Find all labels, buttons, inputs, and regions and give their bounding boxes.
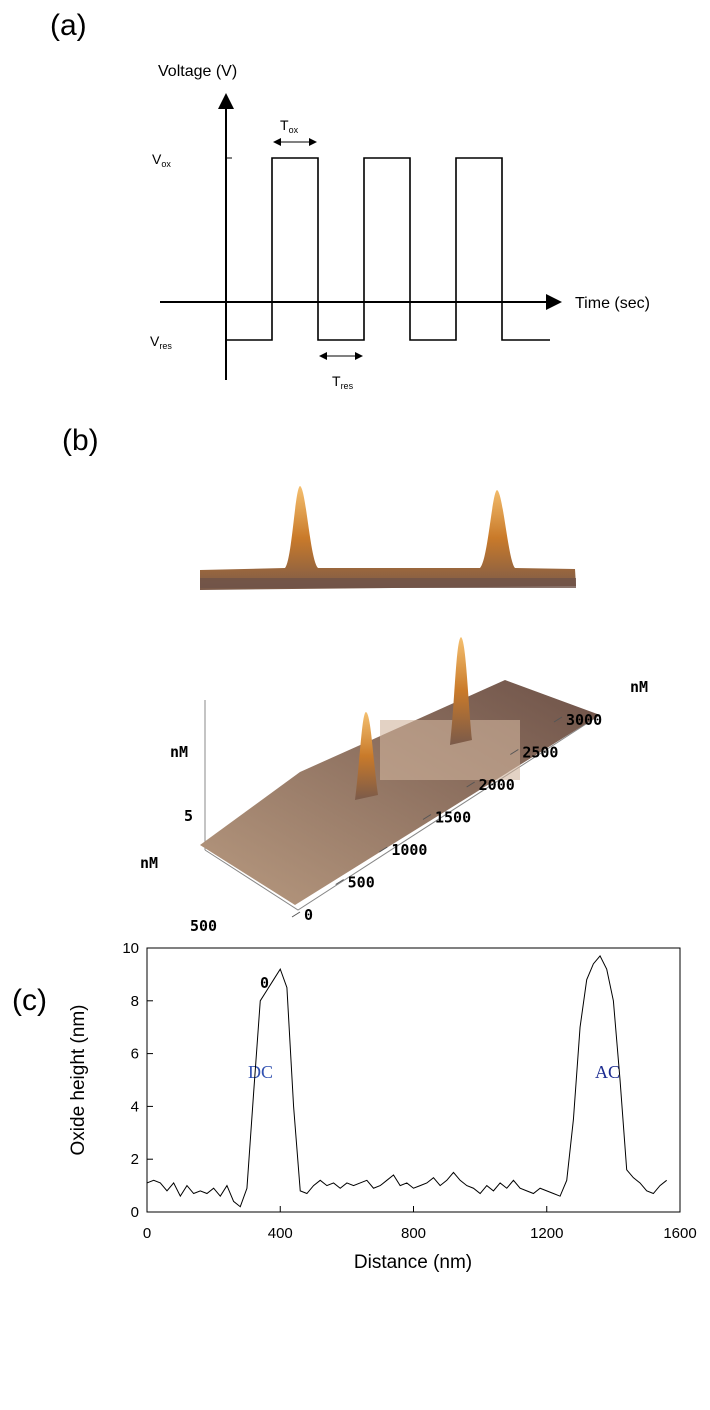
square-wave — [226, 157, 550, 341]
x-tick — [422, 814, 432, 820]
x-tick-label: 1500 — [435, 809, 471, 827]
subscript: res — [341, 381, 354, 391]
x-tick — [335, 879, 344, 885]
x-tick-label: 3000 — [566, 711, 602, 729]
chart: 0 400 800 1200 1600 0 2 4 6 8 10 — [122, 940, 696, 1242]
x-tick-label: 500 — [348, 874, 375, 892]
text: V — [150, 333, 160, 349]
y-tick-label: 10 — [122, 940, 139, 957]
panel-label: (a) — [50, 9, 87, 42]
x-tick-label: 800 — [401, 1225, 426, 1242]
y-tick-label: 500 — [190, 917, 217, 935]
x-tick — [553, 716, 563, 723]
surface-image — [200, 680, 600, 905]
panel-c: (c) DC AC Distance (nm) Oxide height (nm… — [12, 940, 697, 1273]
surface-highlight — [380, 720, 520, 780]
x-tick-label: 1200 — [530, 1225, 563, 1242]
peak-image — [355, 712, 378, 800]
annotation: DC — [248, 1062, 273, 1082]
y-tick-label: 6 — [131, 1046, 139, 1063]
x-axis-label: Time (sec) — [575, 295, 650, 312]
x-tick-label: 2500 — [522, 744, 558, 762]
x-tick-label: 0 — [304, 906, 313, 924]
profile-image — [200, 486, 576, 590]
x-tick-label: 0 — [143, 1225, 151, 1242]
x-tick — [291, 911, 301, 918]
v-res-label: Vres — [150, 333, 172, 351]
x-ticks: 0 500 1000 1500 2000 2500 3000 — [291, 711, 602, 924]
subscript: res — [159, 341, 172, 351]
peak-image — [450, 637, 472, 745]
panel-label: (b) — [62, 424, 99, 457]
data-line — [146, 955, 667, 1208]
profile-base — [200, 578, 576, 588]
text: T — [280, 117, 289, 133]
y-unit: nM — [140, 854, 158, 872]
text: T — [332, 373, 341, 389]
y-tick-label: 8 — [131, 993, 139, 1010]
y-tick-label: 4 — [131, 1098, 139, 1115]
x-tick-label: 1000 — [391, 841, 427, 859]
text: V — [152, 151, 162, 167]
y-axis-label: Voltage (V) — [158, 63, 237, 80]
v-ox-label: Vox — [152, 151, 171, 169]
y-tick-label: 0 — [131, 1204, 139, 1221]
z-tick-label: 5 — [184, 807, 193, 825]
panel-label: (c) — [12, 984, 47, 1017]
y-tick-label: 0 — [260, 974, 269, 992]
x-tick-label: 2000 — [479, 776, 515, 794]
t-ox-label: Tox — [280, 117, 299, 135]
y-axis-label: Oxide height (nm) — [68, 1004, 89, 1155]
x-tick — [379, 846, 388, 853]
panel-b: (b) nM nM nM 5 0 500 0 500 1000 1500 2000 250… — [62, 424, 648, 992]
x-axis-label: Distance (nm) — [354, 1252, 472, 1273]
x-tick-label: 1600 — [663, 1225, 696, 1242]
x-tick — [510, 749, 519, 755]
annotation: AC — [595, 1062, 620, 1082]
subscript: ox — [289, 125, 299, 135]
x-tick — [466, 781, 475, 788]
x-unit: nM — [630, 678, 648, 696]
subscript: ox — [161, 159, 171, 169]
z-unit: nM — [170, 743, 188, 761]
y-tick-label: 2 — [131, 1151, 139, 1168]
panel-a: (a) Voltage (V) Time (sec) Vox Vres Tox … — [50, 9, 650, 391]
x-tick-label: 400 — [268, 1225, 293, 1242]
t-res-label: Tres — [332, 373, 354, 391]
